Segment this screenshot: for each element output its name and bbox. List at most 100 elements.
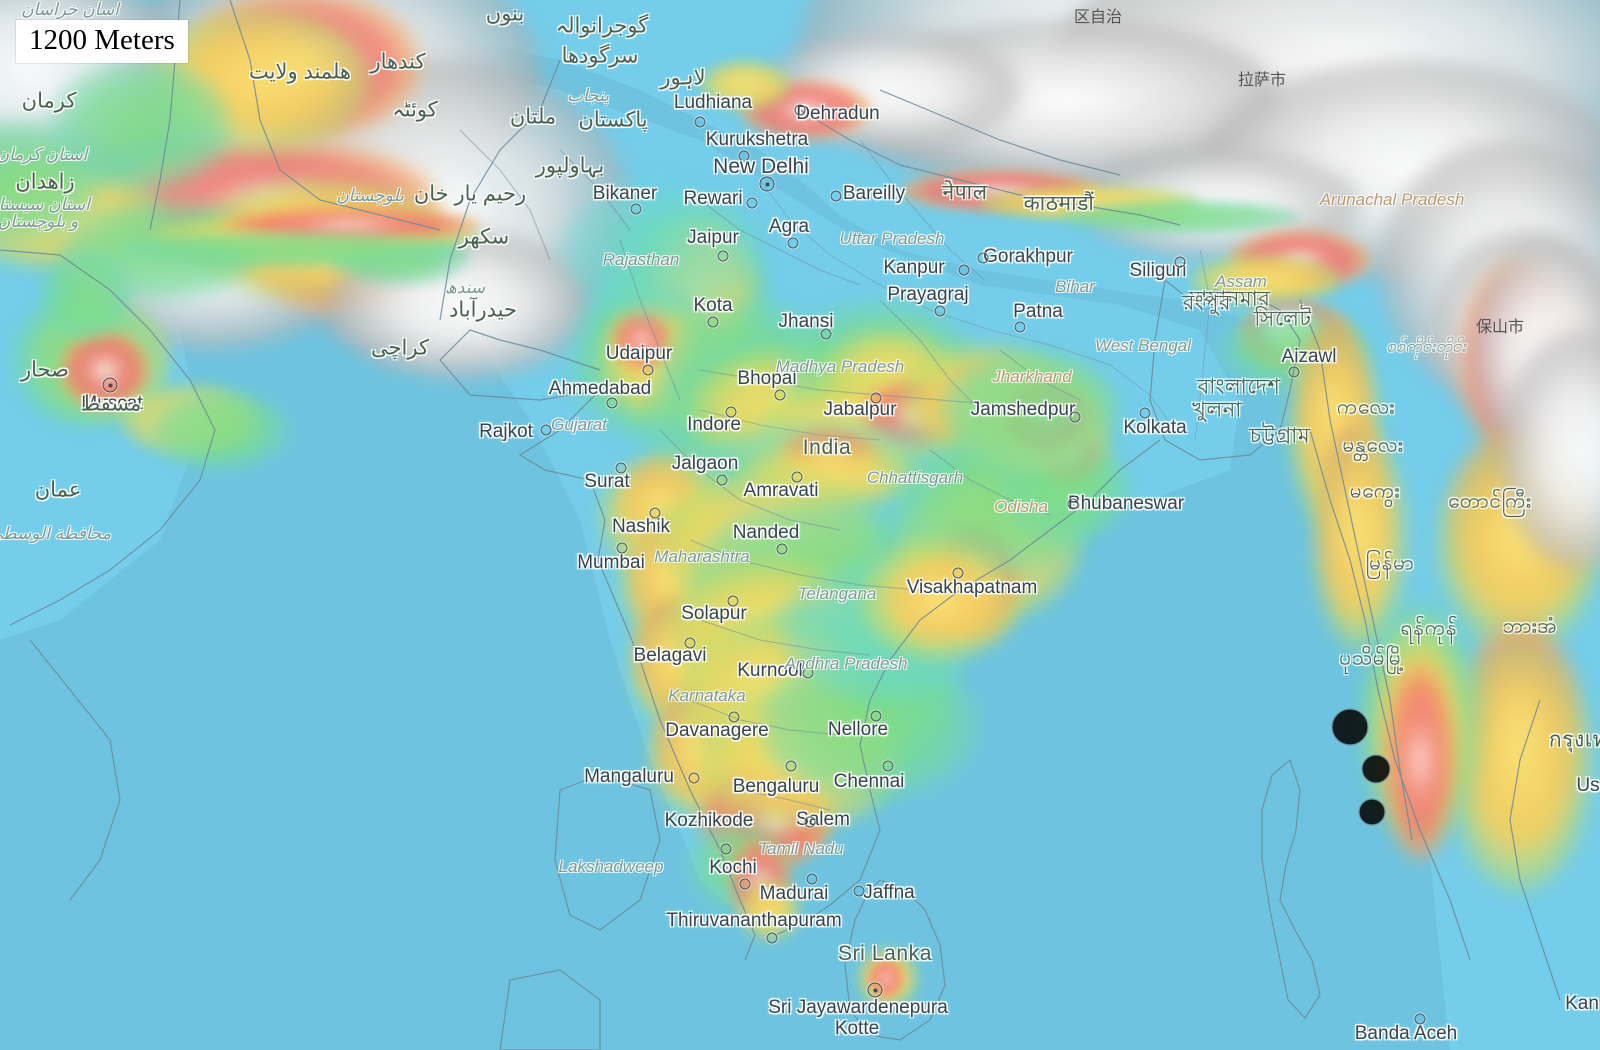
city-marker-mangaluru[interactable]	[688, 772, 700, 784]
city-label-indore: Indore	[687, 414, 741, 435]
city-label-kochi: Kochi	[709, 857, 757, 878]
city-marker-kota[interactable]	[707, 316, 719, 328]
city-marker-kolkata[interactable]	[1139, 407, 1151, 419]
city-marker-bhopal[interactable]	[774, 389, 786, 401]
city-marker-kozhikode[interactable]	[720, 843, 732, 855]
city-marker-davanagere[interactable]	[728, 711, 740, 723]
city-label-new-delhi: New Delhi	[713, 155, 809, 178]
foreign-label: کوئٹہ	[392, 98, 438, 122]
state-label: Madhya Pradesh	[775, 357, 905, 376]
foreign-label: استان کرمان	[0, 145, 88, 164]
city-marker-ludhiana[interactable]	[694, 116, 706, 128]
city-marker-thiruvananthapuram[interactable]	[766, 932, 778, 944]
foreign-label: حیدرآباد	[449, 298, 517, 322]
city-marker-prayagraj[interactable]	[934, 305, 946, 317]
city-marker-jalgaon[interactable]	[716, 474, 728, 486]
city-marker-jhansi[interactable]	[820, 328, 832, 340]
foreign-label: کراچی	[371, 336, 429, 360]
foreign-label: Us	[1576, 775, 1600, 796]
city-marker-rajkot[interactable]	[540, 424, 552, 436]
city-marker-jaffna[interactable]	[853, 885, 865, 897]
city-label-kotte: Kotte	[834, 1018, 880, 1039]
city-marker-bengaluru[interactable]	[785, 760, 797, 772]
city-marker-rewari[interactable]	[746, 197, 758, 209]
foreign-label: မန္တလေး	[1342, 433, 1404, 457]
country-label: नेपाल	[942, 181, 988, 204]
foreign-label: لاہور	[660, 66, 706, 90]
city-marker-kurukshetra[interactable]	[738, 150, 750, 162]
city-marker-kurnool[interactable]	[802, 667, 814, 679]
city-marker-bikaner[interactable]	[630, 203, 642, 215]
city-label-jaipur: Jaipur	[687, 227, 739, 248]
city-marker-aizawl[interactable]	[1288, 366, 1300, 378]
country-label: মায়ানমার	[1189, 287, 1271, 311]
city-label-ahmedabad: Ahmedabad	[548, 378, 652, 399]
city-marker-udaipur[interactable]	[642, 364, 654, 376]
city-marker-nellore[interactable]	[870, 710, 882, 722]
city-marker-patna[interactable]	[1014, 321, 1026, 333]
capital-marker-muscat[interactable]	[102, 377, 118, 393]
country-label: India	[802, 436, 852, 459]
city-marker-dehradun[interactable]	[794, 104, 806, 116]
foreign-label: 区自治	[1073, 9, 1123, 26]
city-marker-nashik[interactable]	[649, 507, 661, 519]
city-marker-gorakhpur[interactable]	[977, 252, 989, 264]
city-marker-indore[interactable]	[725, 406, 737, 418]
city-marker-nanded[interactable]	[776, 543, 788, 555]
city-marker-kanpur[interactable]	[958, 264, 970, 276]
state-label: Bihar	[1055, 277, 1095, 296]
state-label: Uttar Pradesh	[839, 229, 945, 248]
city-marker-belagavi[interactable]	[684, 637, 696, 649]
foreign-label: بہاولپور	[535, 154, 605, 178]
city-label-thiruvananthapuram: Thiruvananthapuram	[666, 910, 842, 931]
city-marker-banda-aceh[interactable]	[1414, 1013, 1426, 1025]
city-label-visakhapatnam: Visakhapatnam	[906, 577, 1038, 598]
city-marker-visakhapatnam[interactable]	[952, 567, 964, 579]
city-marker-surat[interactable]	[615, 462, 627, 474]
city-label-sri-jayawardenepura: Sri Jayawardenepura	[768, 997, 948, 1018]
city-label-rewari: Rewari	[683, 188, 743, 209]
city-marker-jaipur[interactable]	[717, 250, 729, 262]
foreign-label: پاکستان	[578, 108, 648, 132]
country-label: বাংলাদেশ	[1197, 375, 1281, 399]
city-label-dehradun: Dehradun	[796, 103, 880, 124]
capital-marker-sri-jayawardenepura[interactable]	[867, 982, 883, 998]
foreign-label: و بلوچستان	[0, 212, 79, 231]
city-marker-siliguri[interactable]	[1174, 256, 1186, 268]
city-label-kanpur: Kanpur	[883, 257, 945, 278]
capital-marker-new-delhi[interactable]	[759, 176, 775, 192]
state-label: West Bengal	[1094, 336, 1192, 355]
city-label-madurai: Madurai	[759, 883, 829, 904]
foreign-label: زاهدان	[15, 170, 75, 194]
state-label: Lakshadweep	[558, 857, 664, 876]
country-label: খুলনা	[1192, 398, 1242, 422]
legend-text: 1200 Meters	[29, 24, 175, 56]
city-marker-jamshedpur[interactable]	[1069, 411, 1081, 423]
city-label-prayagraj: Prayagraj	[887, 284, 969, 305]
city-marker-kochi[interactable]	[739, 878, 751, 890]
city-label-bhubaneswar: Bhubaneswar	[1067, 493, 1185, 514]
city-label-chennai: Chennai	[833, 771, 905, 792]
city-label-mumbai: Mumbai	[577, 552, 645, 573]
city-marker-agra[interactable]	[787, 237, 799, 249]
city-label-patna: Patna	[1013, 301, 1063, 322]
city-marker-amravati[interactable]	[791, 471, 803, 483]
city-label-jalgaon: Jalgaon	[671, 453, 739, 474]
country-label: সিলেট	[1254, 307, 1312, 331]
city-marker-mumbai[interactable]	[616, 542, 628, 554]
foreign-label: اسان خراسان	[21, 0, 119, 19]
city-marker-jabalpur[interactable]	[870, 392, 882, 404]
city-marker-bhubaneswar[interactable]	[1067, 498, 1079, 510]
foreign-label: بنوں	[485, 2, 525, 26]
city-marker-ahmedabad[interactable]	[606, 397, 618, 409]
city-marker-bareilly[interactable]	[830, 190, 842, 202]
city-label-rajkot: Rajkot	[479, 421, 533, 442]
city-label-muscat: Muscat	[81, 393, 143, 414]
city-marker-solapur[interactable]	[727, 595, 739, 607]
city-label-gorakhpur: Gorakhpur	[983, 246, 1073, 267]
city-marker-chennai[interactable]	[882, 760, 894, 772]
city-marker-salem[interactable]	[804, 816, 816, 828]
foreign-label: ပုသိမ်မြို့	[1339, 646, 1405, 670]
city-marker-madurai[interactable]	[806, 873, 818, 885]
